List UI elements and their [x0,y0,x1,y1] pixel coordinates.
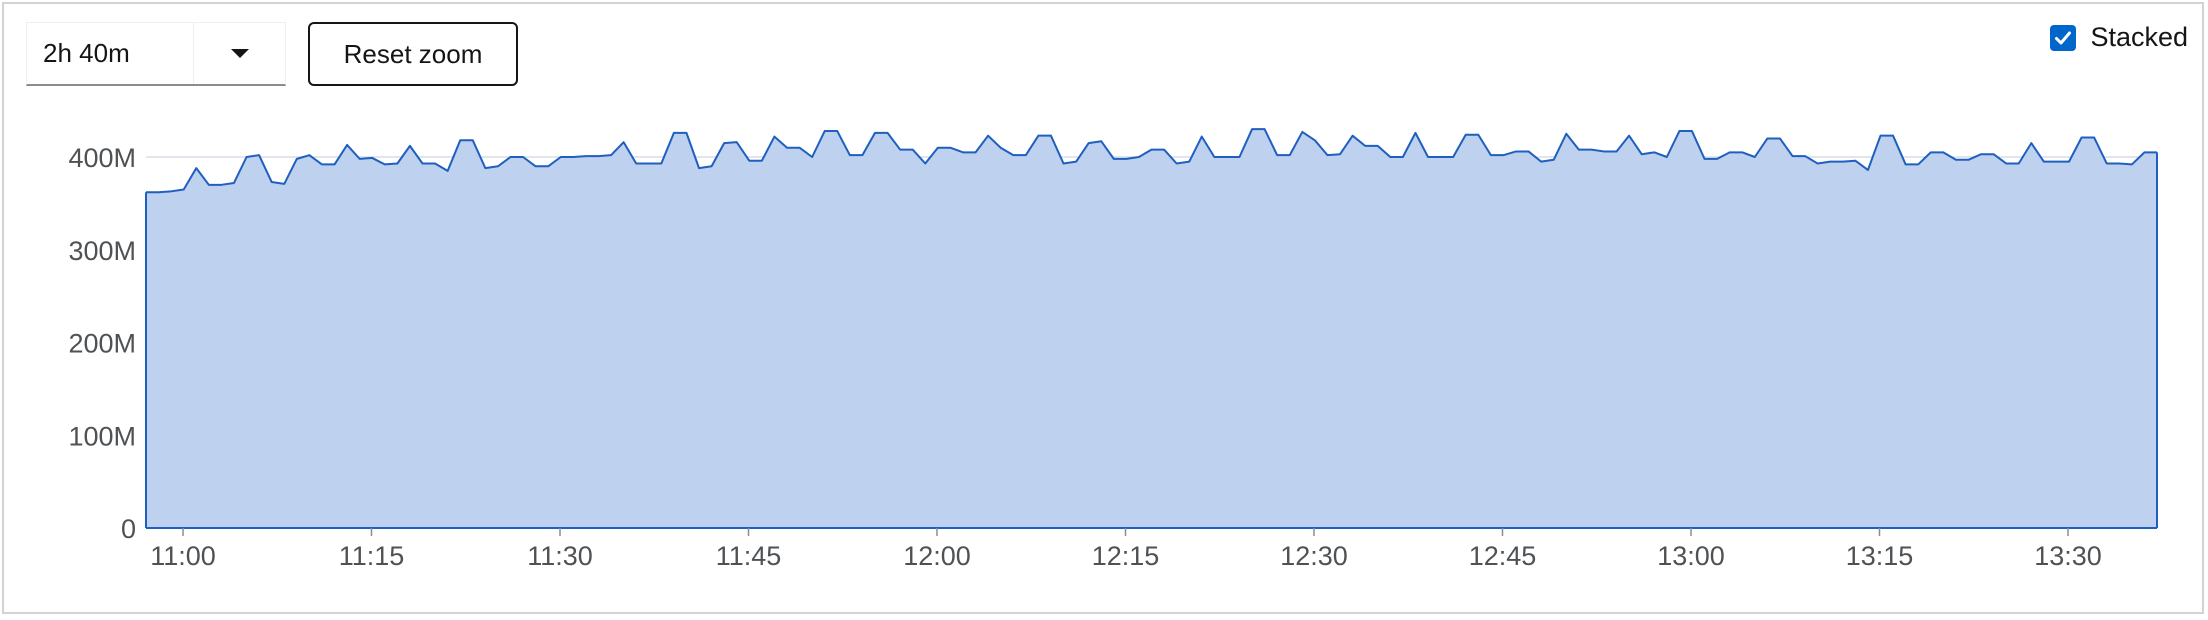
series-line [146,128,2157,194]
series-area [146,128,2158,528]
duration-dropdown-toggle[interactable] [194,23,285,84]
chart-toolbar: Reset zoom [26,22,518,88]
x-tick-label: 13:15 [1846,541,1914,571]
x-tick-label: 12:45 [1469,541,1537,571]
x-tick-label: 13:30 [2034,541,2102,571]
checkmark-icon [2055,31,2072,44]
axes [145,192,2157,529]
y-tick-label: 400M [68,143,136,173]
reset-zoom-button[interactable]: Reset zoom [308,22,518,86]
x-tick-label: 11:30 [527,541,593,571]
stacked-label: Stacked [2090,22,2188,52]
series-area-fill [146,129,2157,528]
x-tick-label: 12:15 [1092,541,1160,571]
y-tick-label: 0 [121,514,136,544]
x-tick-label: 12:30 [1280,541,1348,571]
x-tick-label: 13:00 [1657,541,1725,571]
y-tick-labels: 0 100M 200M 300M 400M [68,143,136,544]
x-tick-label: 11:45 [716,541,782,571]
caret-down-icon [230,49,249,58]
stacked-toggle[interactable]: Stacked [2050,22,2188,53]
duration-input[interactable] [27,23,194,84]
x-tick-label: 12:00 [903,541,971,571]
duration-select [26,22,286,86]
x-tick-labels: 11:00 11:15 11:30 11:45 12:00 12:15 12:30 12:45… [150,528,2102,571]
x-tick-label: 11:00 [150,541,216,571]
stacked-checkbox[interactable] [2050,24,2077,51]
y-tick-label: 200M [68,329,136,359]
x-tick-label: 11:15 [339,541,405,571]
y-tick-label: 300M [68,236,136,266]
y-tick-label: 100M [68,421,136,451]
